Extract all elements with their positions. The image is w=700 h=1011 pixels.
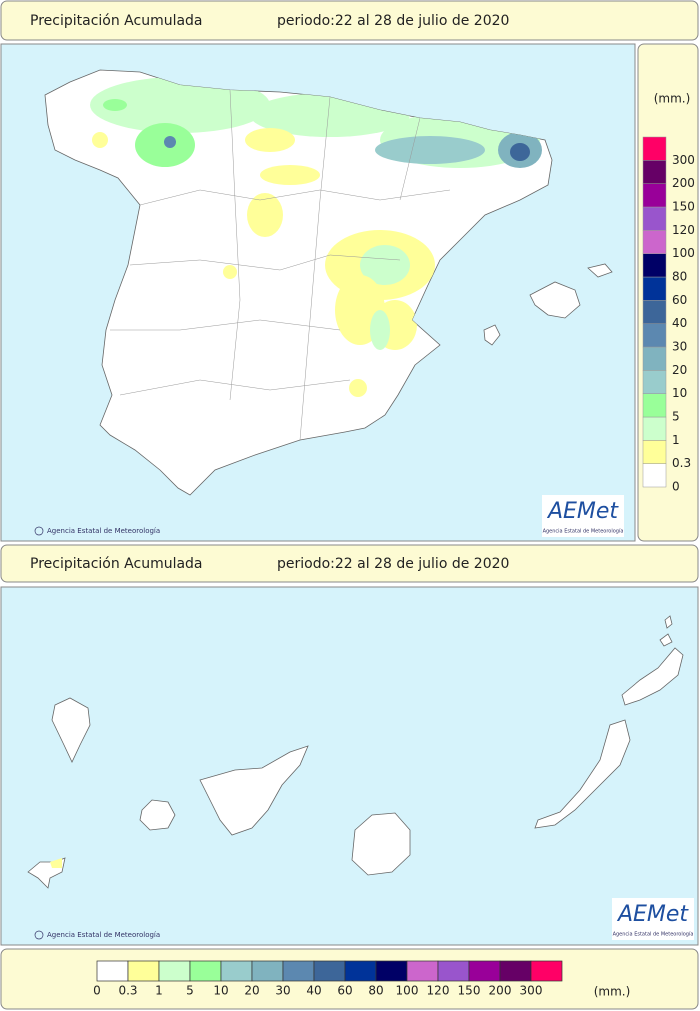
legend-swatch bbox=[642, 440, 667, 464]
legend-label: 5 bbox=[672, 410, 680, 424]
legend-label: 60 bbox=[672, 293, 687, 307]
legend-label: 150 bbox=[458, 984, 481, 998]
legend-label: 30 bbox=[275, 984, 290, 998]
legend-swatch bbox=[642, 300, 667, 324]
legend-swatch bbox=[499, 960, 532, 982]
legend-swatch bbox=[642, 370, 667, 394]
legend-swatch bbox=[642, 393, 667, 418]
legend-label: 1 bbox=[155, 984, 163, 998]
legend-label: 10 bbox=[672, 386, 687, 400]
logo: AEMet bbox=[616, 902, 689, 927]
legend-bottom: 0 0.3 1 5 10 20 30 40 60 80 100 120 150 200 300 bbox=[93, 960, 563, 998]
legend-swatch bbox=[406, 960, 439, 982]
legend-label: 80 bbox=[672, 270, 687, 284]
header-box bbox=[0, 544, 699, 583]
legend-unit: (mm.) bbox=[594, 985, 631, 999]
spain-land bbox=[44, 69, 553, 496]
legend-label: 200 bbox=[672, 176, 695, 190]
legend-swatch bbox=[96, 960, 129, 982]
canary-islands bbox=[27, 615, 684, 889]
header-box bbox=[0, 0, 699, 41]
logo-subtitle: Agencia Estatal de Meteorología bbox=[543, 528, 624, 535]
legend-swatch bbox=[642, 230, 667, 254]
legend-swatch bbox=[642, 206, 667, 231]
legend-label: 150 bbox=[672, 200, 695, 214]
mallorca bbox=[529, 281, 581, 319]
legend-label: 40 bbox=[306, 984, 321, 998]
legend-label: 0 bbox=[672, 480, 680, 494]
legend-swatch bbox=[251, 960, 284, 982]
legend-swatch bbox=[642, 276, 667, 301]
map-canarias bbox=[0, 586, 699, 946]
legend-unit: (mm.) bbox=[654, 92, 691, 106]
logo-box bbox=[612, 898, 694, 940]
logo-subtitle: Agencia Estatal de Meteorología bbox=[613, 931, 694, 938]
legend-right: 0 0.3 1 5 10 20 30 40 60 80 100 120 150 200 300 bbox=[642, 136, 695, 494]
logo: AEMet bbox=[546, 499, 619, 524]
legend-label: 10 bbox=[213, 984, 228, 998]
legend-swatch bbox=[127, 960, 160, 982]
title: Precipitación Acumulada bbox=[30, 556, 203, 572]
legend-label: 80 bbox=[368, 984, 383, 998]
legend-swatch bbox=[344, 960, 377, 982]
legend-label: 1 bbox=[672, 433, 680, 447]
legend-swatch bbox=[642, 136, 667, 161]
period: periodo:22 al 28 de julio de 2020 bbox=[277, 13, 509, 29]
legend-label: 20 bbox=[244, 984, 259, 998]
legend-label: 60 bbox=[337, 984, 352, 998]
legend-swatch bbox=[437, 960, 470, 982]
legend-swatch bbox=[642, 346, 667, 371]
legend-label: 30 bbox=[672, 340, 687, 354]
attribution-text: Agencia Estatal de Meteorología bbox=[47, 931, 160, 939]
attribution-text: Agencia Estatal de Meteorología bbox=[47, 527, 160, 535]
legend-swatch bbox=[282, 960, 315, 982]
legend-swatch bbox=[642, 323, 667, 348]
legend-swatch bbox=[220, 960, 253, 982]
legend-label: 120 bbox=[672, 223, 695, 237]
menorca bbox=[587, 263, 613, 278]
period: periodo:22 al 28 de julio de 2020 bbox=[277, 556, 509, 572]
legend-label: 0 bbox=[93, 984, 101, 998]
legend-swatch bbox=[313, 960, 346, 982]
legend-swatch bbox=[642, 463, 667, 488]
legend-label: 300 bbox=[520, 984, 543, 998]
legend-label: 120 bbox=[427, 984, 450, 998]
legend-swatch bbox=[158, 960, 191, 982]
legend-swatch bbox=[642, 183, 667, 208]
logo-box bbox=[542, 495, 624, 537]
legend-label: 100 bbox=[672, 246, 695, 260]
legend-swatch bbox=[642, 416, 667, 441]
legend-swatch bbox=[642, 160, 667, 184]
legend-label: 100 bbox=[396, 984, 419, 998]
ibiza bbox=[483, 324, 501, 346]
legend-label: 300 bbox=[672, 153, 695, 167]
attribution: Agencia Estatal de Meteorología bbox=[34, 526, 160, 536]
legend-swatch bbox=[468, 960, 501, 982]
legend-swatch bbox=[189, 960, 222, 982]
legend-label: 0.3 bbox=[118, 984, 137, 998]
title: Precipitación Acumulada bbox=[30, 13, 203, 29]
legend-swatch bbox=[642, 253, 667, 278]
legend-label: 20 bbox=[672, 363, 687, 377]
attribution: Agencia Estatal de Meteorología bbox=[34, 930, 160, 940]
legend-swatch bbox=[375, 960, 408, 982]
legend-label: 0.3 bbox=[672, 456, 691, 470]
legend-label: 200 bbox=[489, 984, 512, 998]
legend-label: 40 bbox=[672, 316, 687, 330]
legend-swatch bbox=[530, 960, 563, 982]
legend-label: 5 bbox=[186, 984, 194, 998]
